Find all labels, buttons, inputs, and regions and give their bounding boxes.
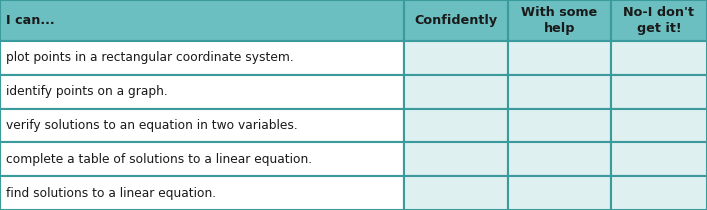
- Bar: [0, 142, 404, 176]
- Text: find solutions to a linear equation.: find solutions to a linear equation.: [6, 187, 216, 200]
- Bar: [0, 75, 404, 109]
- Bar: [508, 41, 611, 75]
- Bar: [508, 109, 611, 142]
- Bar: [611, 176, 707, 210]
- Bar: [404, 75, 508, 109]
- Bar: [404, 109, 508, 142]
- Bar: [508, 75, 611, 109]
- Bar: [404, 142, 508, 176]
- Bar: [0, 41, 404, 75]
- Bar: [0, 176, 404, 210]
- Bar: [0, 109, 404, 142]
- Text: Confidently: Confidently: [414, 14, 498, 27]
- Text: verify solutions to an equation in two variables.: verify solutions to an equation in two v…: [6, 119, 298, 132]
- Bar: [611, 0, 707, 41]
- Text: With some
help: With some help: [521, 6, 597, 35]
- Text: identify points on a graph.: identify points on a graph.: [6, 85, 168, 98]
- Text: No-I don't
get it!: No-I don't get it!: [624, 6, 694, 35]
- Text: plot points in a rectangular coordinate system.: plot points in a rectangular coordinate …: [6, 51, 293, 64]
- Bar: [404, 176, 508, 210]
- Bar: [611, 109, 707, 142]
- Bar: [508, 142, 611, 176]
- Bar: [611, 41, 707, 75]
- Text: I can...: I can...: [6, 14, 54, 27]
- Bar: [508, 0, 611, 41]
- Bar: [508, 176, 611, 210]
- Text: complete a table of solutions to a linear equation.: complete a table of solutions to a linea…: [6, 153, 312, 166]
- Bar: [611, 75, 707, 109]
- Bar: [404, 41, 508, 75]
- Bar: [0, 0, 404, 41]
- Bar: [404, 0, 508, 41]
- Bar: [611, 142, 707, 176]
